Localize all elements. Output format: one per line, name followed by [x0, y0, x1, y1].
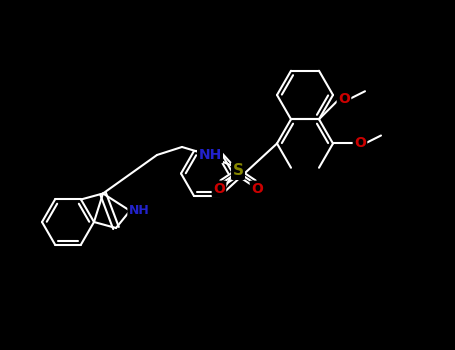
- Text: NH: NH: [198, 148, 222, 162]
- Text: O: O: [213, 182, 225, 196]
- Text: O: O: [354, 136, 366, 150]
- Text: O: O: [338, 92, 350, 106]
- Text: S: S: [233, 163, 243, 178]
- Text: NH: NH: [129, 204, 149, 217]
- Text: O: O: [251, 182, 263, 196]
